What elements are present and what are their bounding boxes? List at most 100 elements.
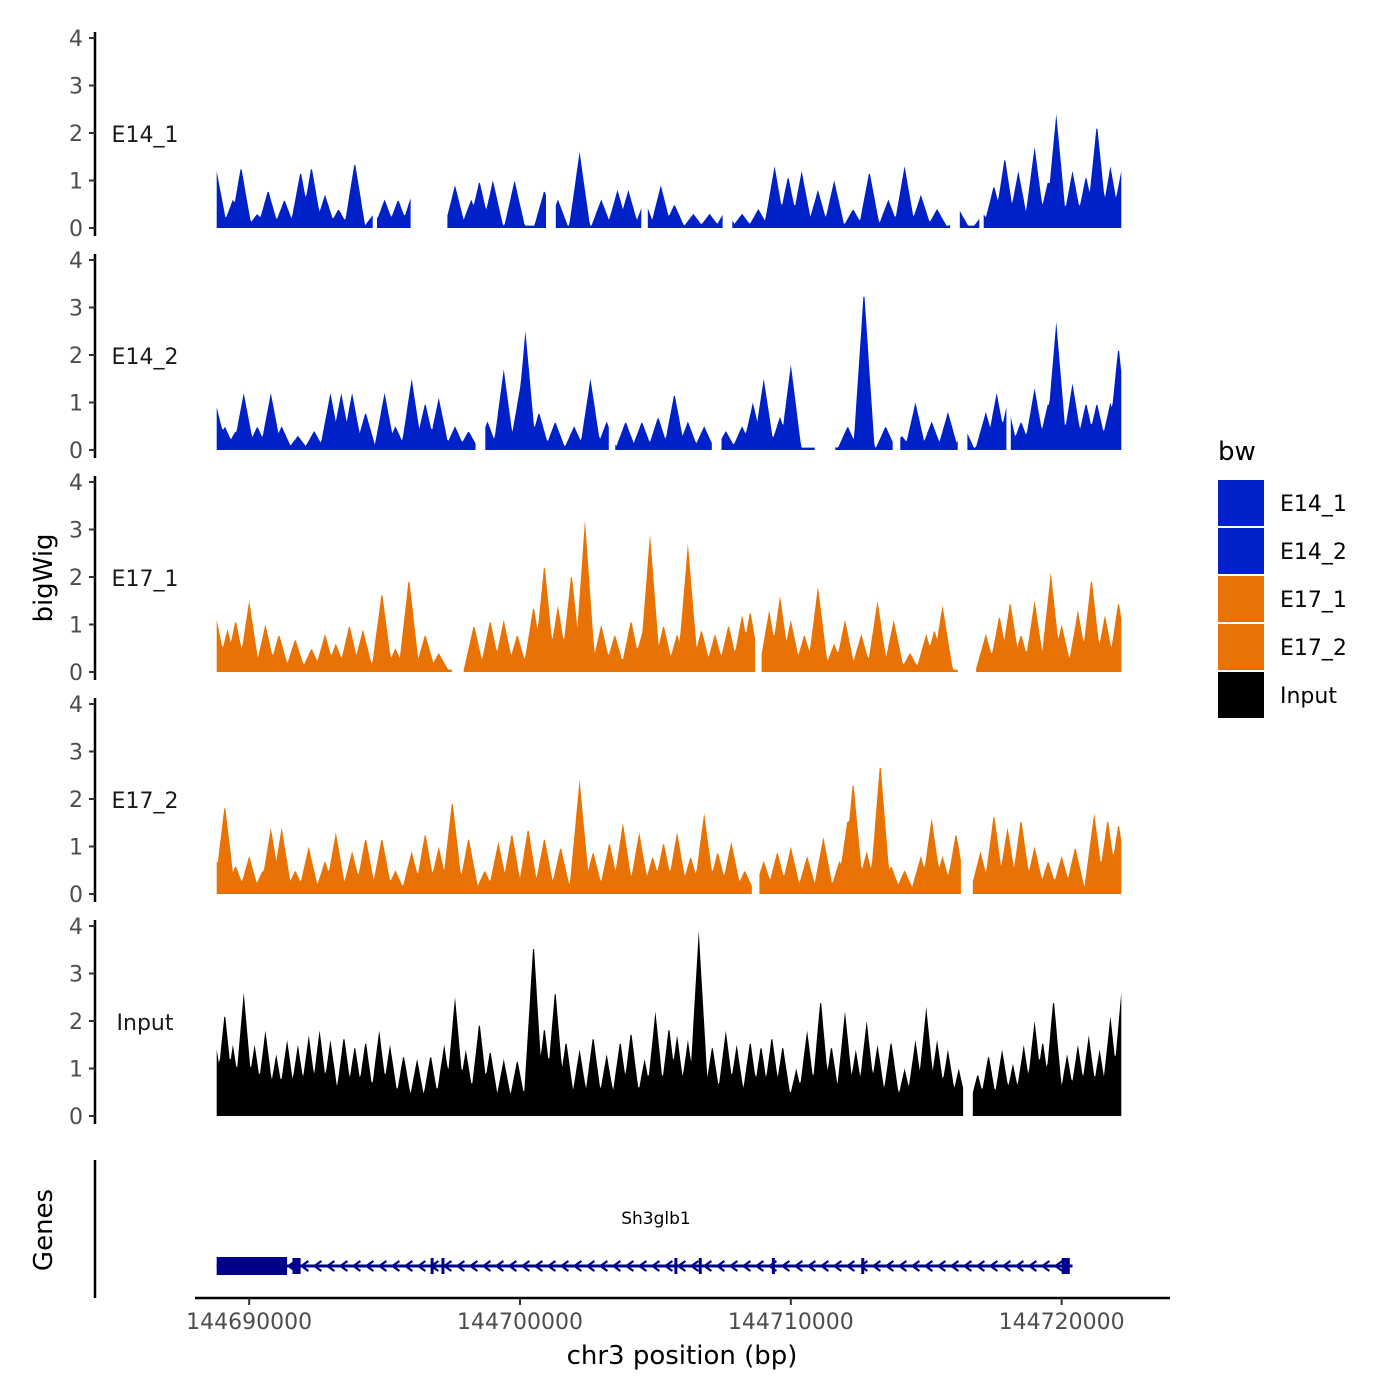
strand-arrow-icon — [936, 1260, 947, 1272]
legend-entry-label: E17_2 — [1280, 636, 1347, 661]
signal-area — [447, 180, 546, 228]
legend-entry-label: E14_2 — [1280, 540, 1347, 565]
strand-arrow-icon — [325, 1260, 336, 1272]
strand-arrow-icon — [533, 1260, 544, 1272]
strand-arrow-icon — [793, 1260, 804, 1272]
track-label: Input — [117, 1011, 174, 1036]
gene-exon — [771, 1258, 775, 1274]
strand-arrow-icon — [858, 1260, 869, 1272]
strand-arrow-icon — [806, 1260, 817, 1272]
y-tick-label: 2 — [69, 122, 83, 147]
strand-arrow-icon — [455, 1260, 466, 1272]
gene-exon — [430, 1258, 434, 1274]
track-e14-2: 0 1 2 3 4 E14_2 — [69, 249, 1122, 464]
y-tick-label: 2 — [69, 1010, 83, 1035]
legend-entry-label: E14_1 — [1280, 492, 1347, 517]
y-tick-label: 1 — [69, 836, 83, 861]
strand-arrow-icon — [299, 1260, 310, 1272]
legend-entry-label: Input — [1280, 684, 1337, 709]
strand-arrow-icon — [728, 1260, 739, 1272]
gene-exon — [698, 1258, 702, 1274]
strand-arrow-icon — [351, 1260, 362, 1272]
track-e17-1: 0 1 2 3 4 E17_1 — [69, 471, 1122, 686]
genes-track-label: Genes — [29, 1189, 59, 1271]
y-axis-title: bigWig — [29, 533, 59, 622]
y-tick-label: 1 — [69, 392, 83, 417]
strand-arrow-icon — [650, 1260, 661, 1272]
legend: bw E14_1 E14_2 E17_1 E17_2 Input — [1218, 437, 1347, 718]
x-axis-title: chr3 position (bp) — [567, 1341, 798, 1371]
x-tick-label: 144690000 — [186, 1310, 312, 1335]
strand-arrow-icon — [468, 1260, 479, 1272]
strand-arrow-icon — [1040, 1260, 1051, 1272]
tracks-layer: 0 1 2 3 4 E14_1 0 1 2 3 4 E14_2 0 1 2 3 4 E17_1 0 1 2 3 4 E17_2… — [69, 27, 1122, 1130]
strand-arrow-icon — [832, 1260, 843, 1272]
strand-arrow-icon — [598, 1260, 609, 1272]
strand-arrow-icon — [741, 1260, 752, 1272]
genes-layer: Sh3glb1 — [93, 1160, 1073, 1298]
y-tick-label: 0 — [69, 883, 83, 908]
track-input: 0 1 2 3 4 Input — [69, 915, 1122, 1130]
strand-arrow-icon — [702, 1260, 713, 1272]
strand-arrow-icon — [715, 1260, 726, 1272]
signal-area — [615, 395, 712, 450]
y-tick-label: 4 — [69, 27, 83, 52]
y-tick-label: 4 — [69, 915, 83, 940]
strand-arrow-icon — [1014, 1260, 1025, 1272]
legend-swatch — [1218, 480, 1264, 526]
strand-arrow-icon — [377, 1260, 388, 1272]
y-tick-label: 3 — [69, 519, 83, 544]
gene-exon — [674, 1258, 678, 1274]
strand-arrow-icon — [546, 1260, 557, 1272]
strand-arrow-icon — [949, 1260, 960, 1272]
signal-area — [835, 296, 893, 450]
legend-swatch — [1218, 528, 1264, 574]
signal-area — [976, 572, 1122, 672]
track-label: E14_2 — [112, 345, 179, 370]
legend-entry-label: E17_1 — [1280, 588, 1347, 613]
signal-area — [900, 402, 958, 450]
strand-arrow-icon — [975, 1260, 986, 1272]
y-tick-label: 3 — [69, 297, 83, 322]
strand-arrow-icon — [507, 1260, 518, 1272]
y-tick-label: 3 — [69, 741, 83, 766]
signal-area — [216, 581, 452, 672]
y-tick-label: 2 — [69, 344, 83, 369]
strand-arrow-icon — [923, 1260, 934, 1272]
y-tick-label: 1 — [69, 614, 83, 639]
signal-area — [485, 331, 609, 450]
strand-arrow-icon — [1001, 1260, 1012, 1272]
y-tick-label: 0 — [69, 217, 83, 242]
strand-arrow-icon — [689, 1260, 700, 1272]
gene-exon — [441, 1258, 445, 1274]
gene-exon — [861, 1258, 865, 1274]
strand-arrow-icon — [338, 1260, 349, 1272]
signal-area — [377, 198, 411, 228]
y-tick-label: 2 — [69, 566, 83, 591]
strand-arrow-icon — [364, 1260, 375, 1272]
signal-area — [555, 152, 642, 228]
x-tick-label: 144700000 — [457, 1310, 583, 1335]
strand-arrow-icon — [416, 1260, 427, 1272]
gene-name-label: Sh3glb1 — [621, 1209, 691, 1229]
y-tick-label: 2 — [69, 788, 83, 813]
strand-arrow-icon — [884, 1260, 895, 1272]
signal-area — [216, 378, 476, 450]
legend-swatch — [1218, 672, 1264, 718]
strand-arrow-icon — [494, 1260, 505, 1272]
strand-arrow-icon — [819, 1260, 830, 1272]
signal-area — [1010, 321, 1122, 450]
signal-area — [959, 210, 980, 228]
signal-area — [216, 780, 752, 894]
y-tick-label: 1 — [69, 170, 83, 195]
y-tick-label: 3 — [69, 963, 83, 988]
signal-area — [967, 393, 1007, 450]
strand-arrow-icon — [988, 1260, 999, 1272]
y-tick-label: 0 — [69, 661, 83, 686]
signal-area — [761, 586, 958, 672]
strand-arrow-icon — [845, 1260, 856, 1272]
x-axis: 144690000 144700000 144710000 144720000 — [186, 1296, 1170, 1335]
x-tick-label: 144720000 — [999, 1310, 1125, 1335]
signal-area — [463, 520, 756, 672]
strand-arrow-icon — [897, 1260, 908, 1272]
